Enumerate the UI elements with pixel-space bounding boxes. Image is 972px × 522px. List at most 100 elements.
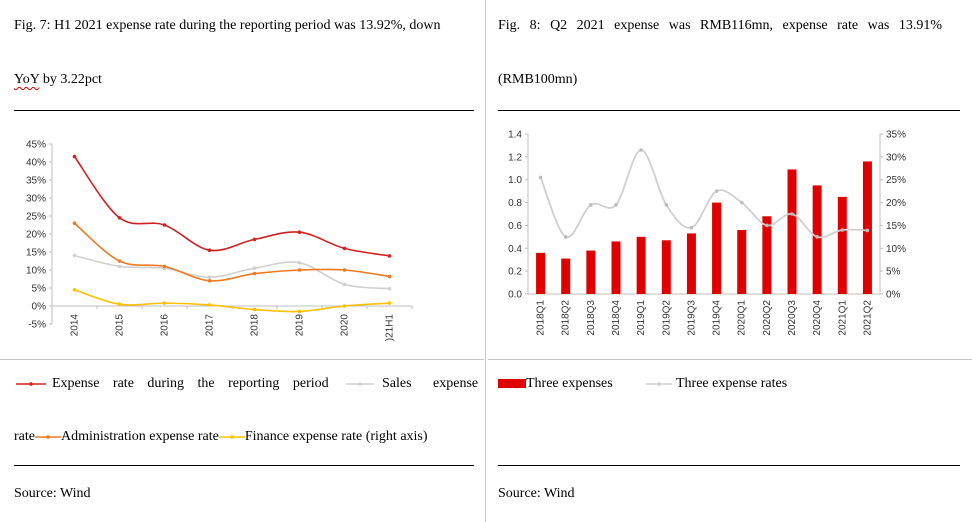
left-series-point-2 <box>162 264 167 269</box>
left-caption-yoy: YoY <box>14 72 40 87</box>
left-series-point-1 <box>297 261 302 265</box>
right-x-tick-label: 2018Q1 <box>536 300 547 336</box>
right-right-y-tick-label: 0% <box>886 290 901 301</box>
left-series-point-2 <box>207 279 212 283</box>
legend-sales-rate-cont: rate Administration expense rate Finance… <box>14 429 428 445</box>
left-series-point-0 <box>297 230 302 234</box>
left-caption-rule <box>14 110 474 111</box>
left-y-tick-label: -5% <box>28 320 46 331</box>
right-left-y-tick-label: 0.8 <box>508 198 522 209</box>
left-series-point-3 <box>162 301 167 305</box>
right-rate-point <box>614 203 618 207</box>
right-figure-panel: Fig. 8: Q2 2021 expense was RMB116mn, ex… <box>488 0 972 522</box>
right-bar <box>661 240 671 294</box>
right-rate-point <box>865 228 870 233</box>
left-series-point-0 <box>342 246 347 251</box>
left-x-tick-label: )21H1 <box>385 314 396 342</box>
right-bar <box>686 233 696 294</box>
left-series-point-0 <box>117 216 122 220</box>
right-left-y-tick-label: 0.6 <box>508 221 522 232</box>
right-bar-chart: 1.4 1.2 1.0 0.8 0.6 0.4 0.2 0.0 35% 30% 25% 20% 15% 1… <box>508 130 906 336</box>
right-x-tick-label: 2020Q2 <box>762 300 773 336</box>
legend-sales-rate-marker <box>346 382 374 386</box>
right-left-y-tick-label: 1.4 <box>508 130 522 141</box>
right-right-y-tick-label: 10% <box>886 244 906 255</box>
right-x-tick-label: 2018Q2 <box>561 300 572 336</box>
left-series-point-1 <box>342 282 347 287</box>
left-y-tick-label: 45% <box>26 140 46 151</box>
left-series-point-2 <box>252 271 257 276</box>
right-chart-divider <box>488 359 972 360</box>
panel-divider <box>485 0 486 522</box>
right-bar <box>536 252 546 294</box>
right-x-tick-label: 2018Q4 <box>611 300 622 336</box>
left-series-point-1 <box>207 275 212 279</box>
left-chart-divider <box>0 359 484 360</box>
right-x-tick-label: 2020Q3 <box>787 300 798 336</box>
right-right-y-tick-label: 35% <box>886 130 906 141</box>
left-series-point-3 <box>207 303 212 307</box>
left-series-point-3 <box>297 309 302 314</box>
right-bar <box>712 202 722 294</box>
right-rate-point <box>589 203 593 207</box>
left-y-tick-label: 25% <box>26 212 46 223</box>
left-caption-line1: Fig. 7: H1 2021 expense rate during the … <box>14 18 441 33</box>
legend-admin-rate-label: Administration expense rate <box>60 429 219 444</box>
right-x-tick-label: 2020Q4 <box>812 300 823 336</box>
left-caption-rest: by 3.22pct <box>39 72 102 87</box>
left-x-tick-label: 2014 <box>70 314 81 337</box>
right-right-y-tick-label: 25% <box>886 175 906 186</box>
left-series-point-1 <box>72 253 77 258</box>
left-x-tick-label: 2019 <box>295 314 306 337</box>
right-bar <box>586 250 596 294</box>
legend-expense-rate-marker <box>16 382 46 386</box>
right-right-y-tick-label: 30% <box>886 152 906 163</box>
right-x-tick-label: 2021Q2 <box>862 300 873 336</box>
left-x-tick-label: 2017 <box>205 314 216 337</box>
left-y-tick-label: 15% <box>26 248 46 259</box>
right-caption-rule <box>498 110 960 111</box>
legend-three-expenses-marker <box>498 379 526 388</box>
left-line-chart: 45% 40% 35% 30% 25% 20% 15% 10% 5% 0% -5% 2014 2015 2… <box>26 140 413 342</box>
legend-admin-rate-marker <box>34 435 61 439</box>
legend-sales-rate-label: Sales expense <box>382 376 479 391</box>
right-x-tick-label: 2019Q2 <box>661 300 672 336</box>
legend-sales-rate-label-cont: rate <box>14 429 35 444</box>
legend-finance-rate-label: Finance expense rate (right axis) <box>244 429 428 444</box>
left-caption-line2: YoY by 3.22pct <box>14 72 102 88</box>
legend-three-expense-rates: Three expense rates <box>646 376 787 392</box>
right-left-y-tick-label: 1.2 <box>508 152 522 163</box>
right-x-tick-label: 2019Q1 <box>636 300 647 336</box>
legend-finance-rate-marker <box>218 435 245 439</box>
left-y-tick-label: 40% <box>26 158 46 169</box>
left-series-point-2 <box>342 268 347 272</box>
left-x-tick-label: 2016 <box>160 314 171 337</box>
left-series-point-3 <box>342 304 347 308</box>
right-left-y-tick-label: 1.0 <box>508 175 522 186</box>
left-series-point-3 <box>387 301 392 305</box>
left-series-point-0 <box>162 223 167 227</box>
left-series-point-0 <box>207 248 212 252</box>
left-y-tick-label: 0% <box>32 302 47 313</box>
left-series-line-0 <box>73 156 390 257</box>
right-left-y-tick-label: 0.2 <box>508 267 522 278</box>
right-rate-point <box>765 223 769 228</box>
left-series-point-0 <box>387 254 392 258</box>
right-bar <box>837 196 847 294</box>
right-right-y-tick-label: 5% <box>886 267 901 278</box>
legend-expense-rate-label: Expense rate during the reporting period <box>52 376 329 391</box>
left-series-line-1 <box>74 254 390 290</box>
left-source: Source: Wind <box>14 486 91 501</box>
right-rate-point <box>639 148 643 152</box>
right-rate-point <box>840 228 845 232</box>
right-x-tick-label: 2021Q1 <box>837 300 848 336</box>
left-y-tick-label: 30% <box>26 194 46 205</box>
left-series-point-2 <box>387 274 392 279</box>
left-x-tick-label: 2020 <box>340 314 351 337</box>
right-bar <box>812 185 822 294</box>
left-series-point-3 <box>252 307 257 312</box>
right-x-tick-label: 2018Q3 <box>586 300 597 336</box>
left-legend-rule <box>14 465 474 466</box>
right-bar <box>561 258 571 294</box>
left-series-point-1 <box>387 286 392 291</box>
